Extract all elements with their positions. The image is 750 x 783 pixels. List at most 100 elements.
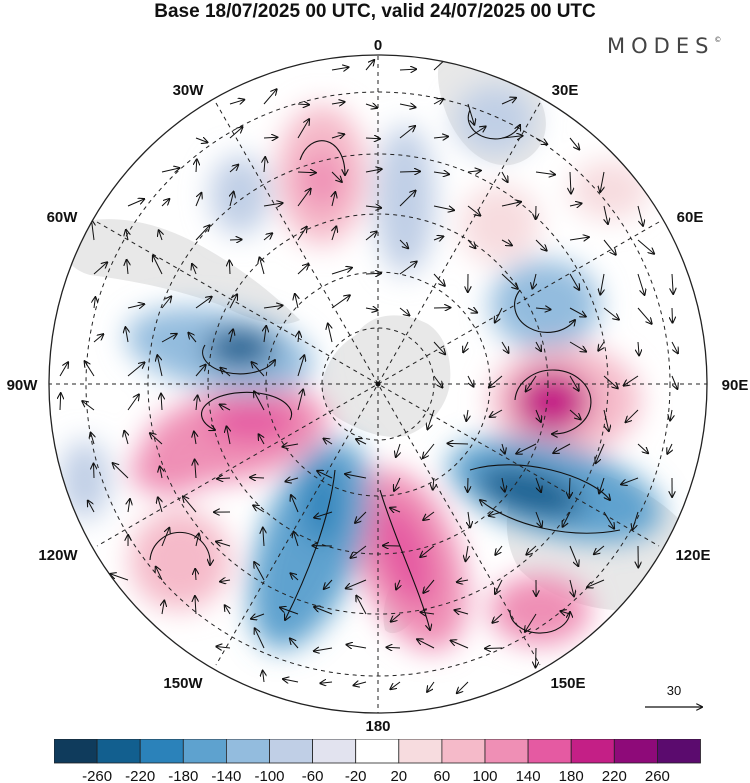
wind-vector bbox=[195, 460, 196, 479]
wind-vector bbox=[156, 567, 163, 581]
south-pole-marker bbox=[375, 381, 381, 387]
label-lon-180: 180 bbox=[365, 718, 390, 735]
wind-vector bbox=[263, 203, 283, 206]
label-lon-90e: 90E bbox=[722, 377, 749, 394]
wind-vector bbox=[490, 409, 503, 417]
wind-vector bbox=[290, 639, 299, 649]
wind-vector bbox=[526, 545, 537, 555]
wind-vector bbox=[264, 157, 265, 173]
wind-vector bbox=[216, 542, 231, 546]
wind-vector bbox=[195, 596, 196, 615]
wind-vector bbox=[195, 569, 196, 581]
colorbar-tick-label: -140 bbox=[211, 768, 241, 783]
pos-anomaly-50e bbox=[460, 185, 540, 265]
wind-vector bbox=[282, 444, 299, 447]
wind-vector bbox=[153, 256, 163, 275]
wind-vector bbox=[455, 610, 469, 614]
wind-vector bbox=[569, 307, 586, 317]
colorbar-tick-label: 60 bbox=[434, 768, 451, 783]
colorbar-tick-label: -260 bbox=[82, 768, 112, 783]
pos-anomaly-170e-core bbox=[374, 502, 436, 608]
label-lon-60e: 60E bbox=[677, 209, 704, 226]
wind-vector bbox=[399, 307, 409, 316]
wind-vector bbox=[331, 134, 344, 138]
wind-vector bbox=[220, 580, 231, 582]
colorbar-tick-label: 100 bbox=[472, 768, 497, 783]
wind-vector bbox=[485, 648, 503, 649]
wind-vector bbox=[88, 501, 95, 513]
wind-vector bbox=[671, 341, 678, 353]
vector-pos-anomaly-100w-circulation bbox=[201, 391, 293, 430]
wind-vector bbox=[297, 172, 316, 173]
wind-vector bbox=[229, 165, 238, 173]
wind-vector bbox=[399, 191, 416, 207]
wind-vector bbox=[59, 362, 68, 377]
wind-vector bbox=[468, 511, 470, 527]
neg-anomaly-105e-core bbox=[476, 466, 584, 518]
wind-vector bbox=[667, 443, 672, 454]
wind-vector bbox=[365, 206, 381, 208]
wind-vector bbox=[399, 262, 417, 275]
reference-vector-value: 30 bbox=[667, 683, 681, 698]
wind-vector bbox=[637, 307, 652, 324]
wind-vector bbox=[433, 273, 445, 286]
wind-vector bbox=[535, 511, 542, 527]
wind-vector bbox=[433, 172, 449, 174]
wind-vector bbox=[159, 230, 162, 241]
colorbar-tick-label: -220 bbox=[125, 768, 155, 783]
pos-anomaly-140e-land bbox=[570, 160, 650, 220]
wind-vector bbox=[263, 137, 277, 138]
wind-vector bbox=[501, 240, 512, 245]
pos-anomaly-110w bbox=[130, 445, 210, 495]
colorbar-box bbox=[398, 739, 443, 764]
wind-vector bbox=[82, 401, 95, 411]
wind-vector bbox=[124, 431, 128, 445]
label-lon-120e: 120E bbox=[675, 547, 710, 564]
wind-vector bbox=[433, 137, 448, 139]
wind-vector bbox=[291, 573, 299, 581]
wind-vector bbox=[280, 608, 299, 615]
wind-vector bbox=[569, 273, 579, 290]
wind-vector bbox=[624, 375, 639, 386]
wind-vector-field bbox=[60, 56, 678, 693]
label-lon-90w: 90W bbox=[7, 377, 39, 394]
wind-vector bbox=[161, 528, 169, 547]
wind-vector bbox=[417, 639, 435, 649]
label-lon-0: 0 bbox=[374, 37, 382, 54]
wind-vector bbox=[196, 396, 198, 411]
wind-vector bbox=[110, 574, 129, 581]
modes-logo: MODES© bbox=[607, 34, 721, 58]
colorbar-box bbox=[225, 739, 270, 764]
wind-vector bbox=[229, 100, 244, 104]
wind-vector bbox=[423, 511, 435, 520]
wind-vector bbox=[365, 104, 377, 108]
wind-vector bbox=[532, 273, 536, 289]
wind-vector bbox=[195, 297, 212, 309]
wind-vector bbox=[637, 239, 654, 254]
wind-vector bbox=[594, 545, 605, 554]
wind-vector bbox=[229, 127, 243, 139]
wind-vector bbox=[600, 273, 604, 295]
wind-vector bbox=[291, 495, 299, 513]
wind-vector bbox=[263, 671, 264, 683]
wind-vector bbox=[160, 467, 162, 479]
wind-vector bbox=[263, 528, 264, 547]
wind-vector bbox=[328, 324, 332, 343]
wind-vector bbox=[637, 273, 645, 295]
wind-vector bbox=[356, 596, 367, 615]
antarctica-land bbox=[322, 315, 451, 437]
wind-vector bbox=[420, 545, 435, 557]
wind-vector bbox=[451, 641, 469, 649]
wind-vector bbox=[294, 532, 299, 547]
wind-vector bbox=[250, 477, 265, 478]
wind-vector bbox=[229, 260, 230, 275]
wind-vector bbox=[127, 362, 145, 377]
wind-vector bbox=[638, 341, 639, 355]
wind-vector bbox=[229, 240, 242, 241]
wind-vector bbox=[501, 98, 516, 105]
label-lon-120w: 120W bbox=[38, 547, 78, 564]
colorbar-box bbox=[54, 739, 98, 764]
colorbar-box bbox=[139, 739, 184, 764]
wind-vector bbox=[94, 464, 95, 479]
wind-vector bbox=[396, 579, 400, 590]
